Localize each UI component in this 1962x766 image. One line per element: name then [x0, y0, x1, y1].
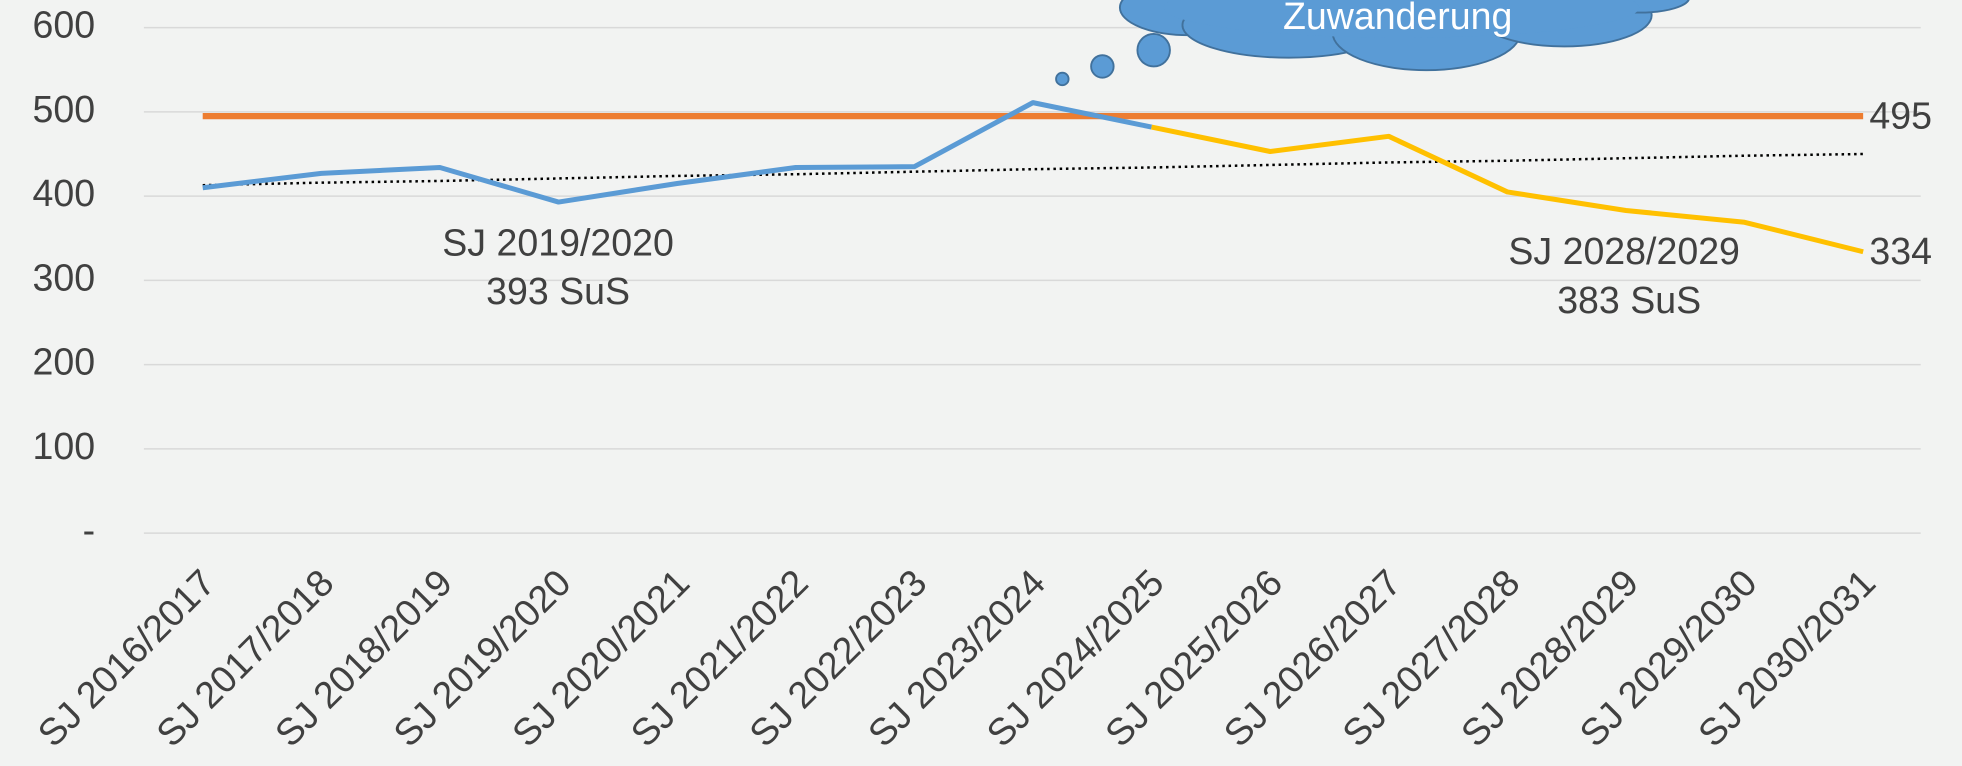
y-tick-label: 200: [33, 341, 96, 383]
cloud-text: Zuwanderung: [1283, 0, 1512, 37]
chart: Zuwanderung SJ 2019/2020 393 SuS SJ 2028…: [0, 0, 1962, 766]
annotation: SJ 2019/2020: [442, 221, 674, 263]
page: Zuwanderung SJ 2019/2020 393 SuS SJ 2028…: [0, 0, 1962, 766]
annotation: 393 SuS: [486, 270, 630, 312]
annotation: 383 SuS: [1557, 279, 1701, 321]
cloud-bubble: [1056, 73, 1069, 86]
annotation: SJ 2028/2029: [1508, 230, 1740, 272]
y-tick-label: -: [83, 509, 96, 551]
data-label: 334: [1869, 230, 1932, 272]
y-tick-label: 100: [33, 425, 96, 467]
cloud-bubble: [1137, 34, 1170, 67]
data-label: 495: [1869, 95, 1932, 137]
y-tick-label: 400: [33, 172, 96, 214]
cloud-bubble: [1091, 55, 1114, 78]
y-tick-label: 500: [33, 88, 96, 130]
y-tick-label: 300: [33, 256, 96, 298]
y-tick-label: 600: [33, 4, 96, 46]
